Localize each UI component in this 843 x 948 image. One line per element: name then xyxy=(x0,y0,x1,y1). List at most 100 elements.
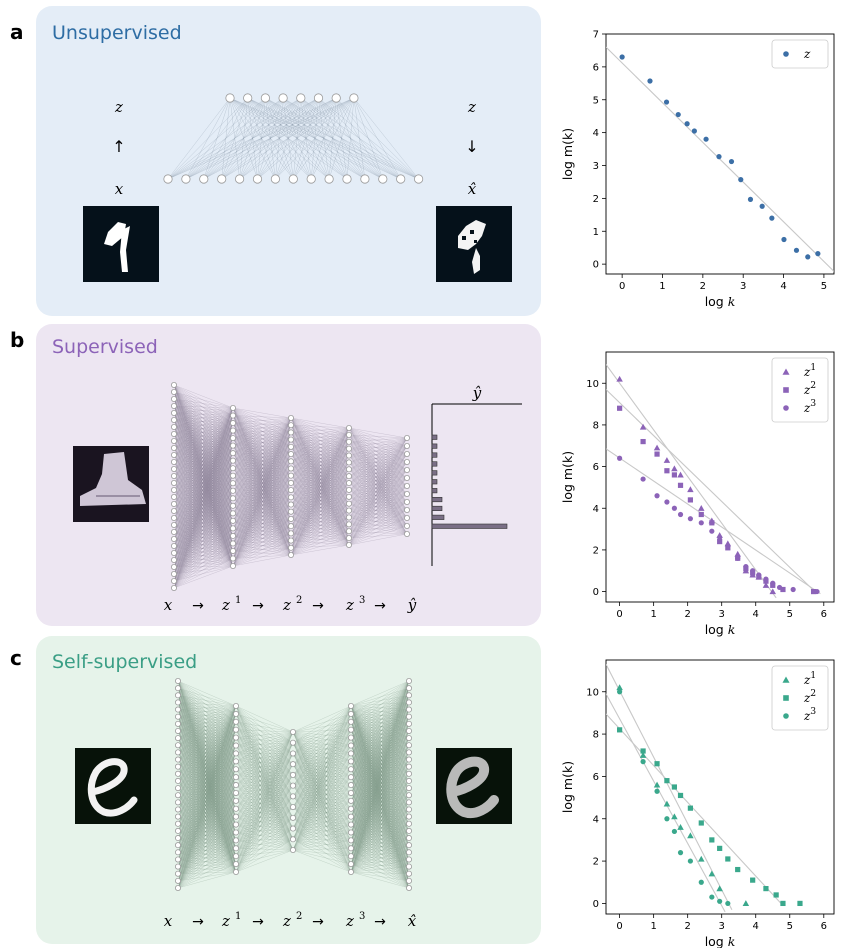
data-point xyxy=(738,177,744,183)
data-point xyxy=(725,543,731,549)
network-node xyxy=(174,856,181,863)
network-node xyxy=(345,514,352,521)
network-node xyxy=(229,480,236,487)
y-tick-label: 0 xyxy=(593,260,599,271)
network-node xyxy=(232,718,239,725)
flow-variable-label: z xyxy=(282,596,291,614)
network-node xyxy=(405,713,412,720)
network-node xyxy=(403,474,410,481)
data-point xyxy=(716,154,722,160)
network-node xyxy=(170,444,177,451)
data-point xyxy=(783,695,789,701)
network-node xyxy=(405,763,412,770)
network-node xyxy=(174,713,181,720)
x-tick-label: 0 xyxy=(616,921,622,932)
data-point xyxy=(664,778,670,784)
flow-variable-label: ŷ xyxy=(407,596,417,614)
network-node xyxy=(405,792,412,799)
data-point xyxy=(814,588,820,595)
flow-variable-label: x xyxy=(164,596,173,614)
data-point xyxy=(735,555,741,561)
flow-variable-label: z xyxy=(282,912,291,930)
network-node xyxy=(174,685,181,692)
network-node xyxy=(229,532,236,539)
network-node xyxy=(396,174,406,184)
unsupervised-network xyxy=(163,93,424,184)
flow-superscript: 3 xyxy=(359,595,365,606)
flow-arrow-icon: → xyxy=(374,914,386,930)
network-node xyxy=(345,542,352,549)
network-node xyxy=(174,827,181,834)
network-node xyxy=(174,792,181,799)
data-point xyxy=(698,879,704,885)
network-node xyxy=(405,863,412,870)
y-tick-label: 8 xyxy=(593,420,599,431)
network-node xyxy=(229,547,236,554)
network-node xyxy=(405,735,412,742)
y-tick-label: 4 xyxy=(593,504,599,515)
network-node xyxy=(289,750,296,757)
data-point xyxy=(654,788,660,794)
network-node xyxy=(170,529,177,536)
data-point xyxy=(687,486,694,493)
data-point xyxy=(815,251,821,257)
x-tick-label: 6 xyxy=(821,609,827,620)
network-node xyxy=(405,785,412,792)
network-node xyxy=(405,699,412,706)
network-node xyxy=(229,525,236,532)
network-node xyxy=(170,423,177,430)
data-point xyxy=(653,444,661,451)
data-point xyxy=(717,534,723,541)
flow-arrow-icon: → xyxy=(312,598,324,614)
network-node xyxy=(170,409,177,416)
data-point xyxy=(617,405,623,411)
y-tick-label: 0 xyxy=(593,587,599,598)
network-node xyxy=(232,758,239,765)
network-node xyxy=(403,458,410,465)
network-node xyxy=(170,536,177,543)
y-tick-label: 7 xyxy=(593,30,599,41)
network-node xyxy=(405,799,412,806)
network-node xyxy=(347,734,354,741)
network-node xyxy=(170,402,177,409)
network-node xyxy=(345,528,352,535)
network-node xyxy=(403,434,410,441)
network-node xyxy=(345,486,352,493)
network-node xyxy=(405,885,412,892)
network-node xyxy=(287,443,294,450)
fit-line xyxy=(606,46,834,272)
legend-entry-label: z xyxy=(803,47,811,61)
data-point xyxy=(684,121,690,127)
y-tick-label: 1 xyxy=(593,227,599,238)
network-node xyxy=(306,174,316,184)
y-tick-label: 3 xyxy=(593,161,599,172)
network-node xyxy=(229,442,236,449)
data-point xyxy=(703,136,709,142)
network-node xyxy=(347,766,354,773)
data-point xyxy=(664,816,670,822)
data-point xyxy=(776,584,783,591)
label-x-left: x xyxy=(115,180,124,198)
network-node xyxy=(174,770,181,777)
network-node xyxy=(174,749,181,756)
histogram-bar xyxy=(431,434,438,440)
network-node xyxy=(289,814,296,821)
network-node xyxy=(174,835,181,842)
data-point xyxy=(742,900,750,907)
data-point xyxy=(698,505,705,511)
network-node xyxy=(287,530,294,537)
data-point xyxy=(675,111,681,118)
flow-variable-label: z xyxy=(345,596,354,614)
network-node xyxy=(170,395,177,402)
data-point xyxy=(687,858,693,864)
data-point xyxy=(639,752,647,758)
network-node xyxy=(287,494,294,501)
network-node xyxy=(232,805,239,812)
x-tick-label: 1 xyxy=(650,921,656,932)
network-node xyxy=(174,735,181,742)
data-point xyxy=(810,588,817,595)
network-node xyxy=(174,777,181,784)
